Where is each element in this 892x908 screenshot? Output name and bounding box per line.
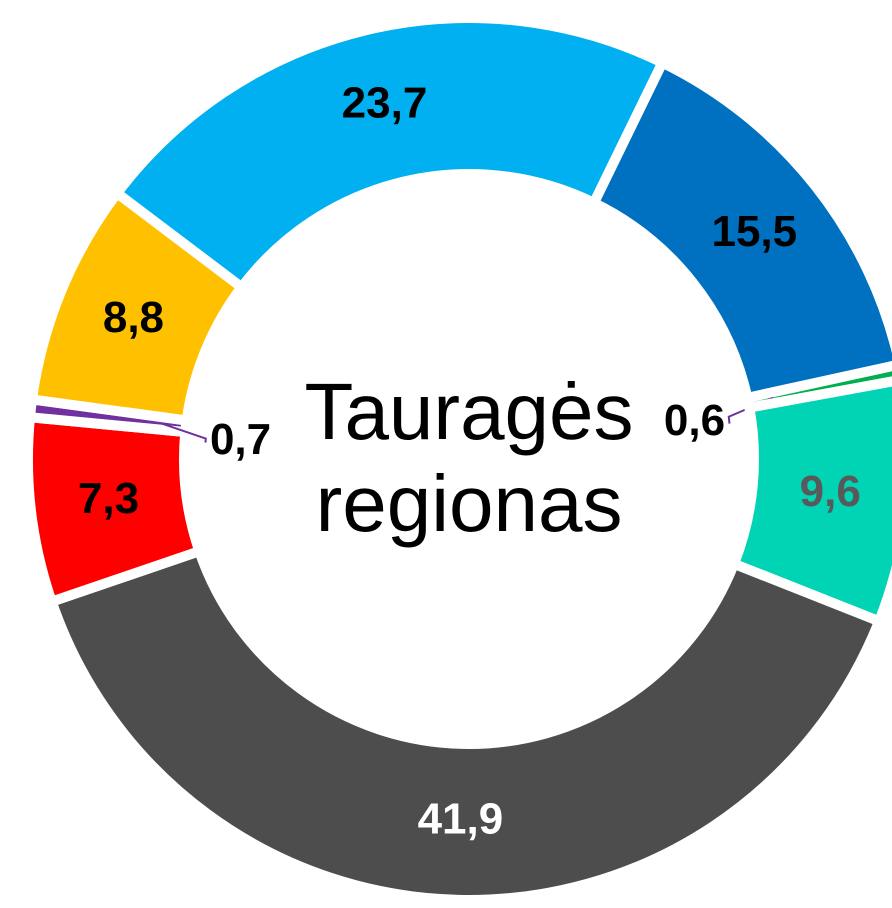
slice [110,13,670,295]
data-label: 15,5 [711,207,797,256]
data-label: 0,6 [664,396,725,445]
leader-line [160,422,207,443]
data-label: 7,3 [78,474,139,523]
data-label: 8,8 [103,293,164,342]
center-text: regionas [316,459,623,548]
data-label: 0,7 [210,415,271,464]
data-label: 23,7 [342,79,428,128]
data-label: 9,6 [800,467,861,516]
slice [587,55,892,404]
data-label: 41,9 [418,795,504,844]
center-text: Tauragės [304,367,633,456]
slice [45,544,886,905]
